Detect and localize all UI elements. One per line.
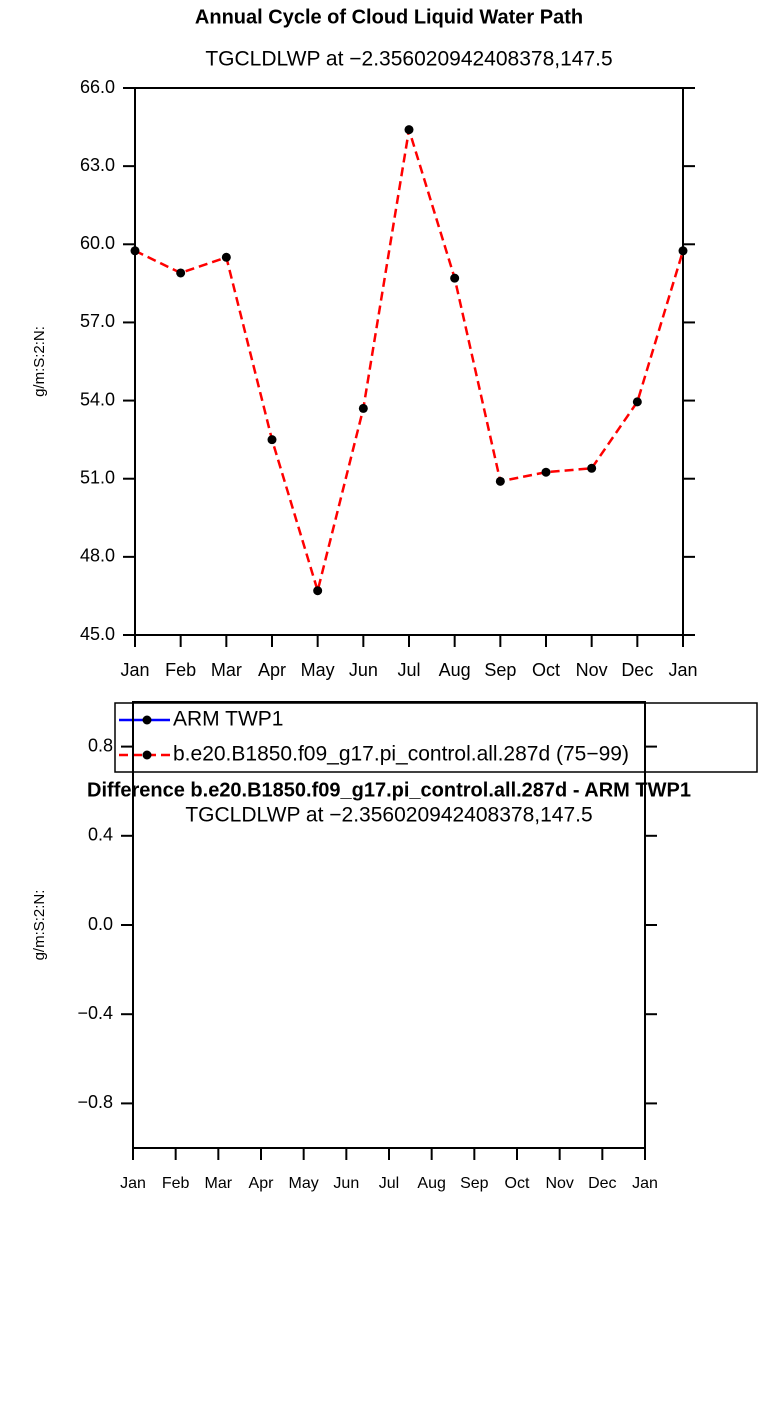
data-point [632,397,642,407]
y-tick-label: 54.0 [80,389,115,409]
x-tick-label: Jul [397,660,420,680]
y-axis-label: g/m:S:2:N: [31,890,48,961]
x-tick-label: Jun [349,660,378,680]
legend-box [114,702,758,773]
legend-marker [142,715,152,725]
data-point [678,246,688,256]
x-tick-label: Jan [632,1175,658,1192]
x-tick-label: Nov [545,1175,573,1192]
data-point [358,403,368,413]
data-point [450,273,460,283]
y-tick-label: 48.0 [80,546,115,566]
y-tick-label: 57.0 [80,311,115,331]
plot-frame [132,701,646,1149]
chart-subtitle: TGCLDLWP at −2.356020942408378,147.5 [185,804,592,827]
data-point [313,586,323,596]
x-tick-label: Nov [576,660,608,680]
x-tick-label: Aug [439,660,471,680]
legend-label: ARM TWP1 [173,708,283,731]
x-tick-label: Jan [668,660,697,680]
y-tick-label: 63.0 [80,155,115,175]
y-tick-label: 0.0 [88,914,113,934]
x-tick-label: May [289,1175,319,1192]
data-point [176,268,186,278]
legend-label: b.e20.B1850.f09_g17.pi_control.all.287d … [173,743,629,766]
x-tick-label: May [301,660,335,680]
x-tick-label: Dec [588,1175,616,1192]
y-tick-label: 66.0 [80,77,115,97]
data-point [495,476,505,486]
legend-marker [142,750,152,760]
x-tick-label: Aug [417,1175,445,1192]
x-tick-label: Dec [621,660,653,680]
series-line [134,129,685,596]
data-point [267,435,277,445]
data-point [404,125,414,135]
y-tick-label: 0.8 [88,735,113,755]
y-tick-label: 60.0 [80,233,115,253]
plot-frame [134,87,684,636]
x-tick-label: Mar [205,1175,233,1192]
x-tick-label: Mar [211,660,242,680]
x-tick-label: Oct [505,1175,530,1192]
x-tick-label: Apr [249,1175,275,1192]
data-point [130,246,140,256]
chart-title: Annual Cycle of Cloud Liquid Water Path [195,6,583,28]
x-tick-label: Oct [532,660,560,680]
x-tick-label: Feb [162,1175,190,1192]
y-tick-label: 51.0 [80,467,115,487]
y-tick-label: −0.4 [77,1003,113,1023]
x-tick-label: Jul [379,1175,399,1192]
data-point [587,463,597,473]
x-tick-label: Jun [333,1175,359,1192]
y-tick-label: 45.0 [80,624,115,644]
x-tick-label: Feb [165,660,196,680]
data-point [541,467,551,477]
x-tick-label: Sep [460,1175,489,1192]
x-tick-label: Jan [120,660,149,680]
x-tick-label: Sep [484,660,516,680]
x-tick-label: Jan [120,1175,146,1192]
y-tick-label: −0.8 [77,1092,113,1112]
x-tick-label: Apr [258,660,286,680]
chart-title: Difference b.e20.B1850.f09_g17.pi_contro… [87,779,691,801]
y-tick-label: 0.4 [88,825,113,845]
y-axis-label: g/m:S:2:N: [31,326,48,397]
data-point [221,252,231,262]
chart-subtitle: TGCLDLWP at −2.356020942408378,147.5 [205,48,612,71]
